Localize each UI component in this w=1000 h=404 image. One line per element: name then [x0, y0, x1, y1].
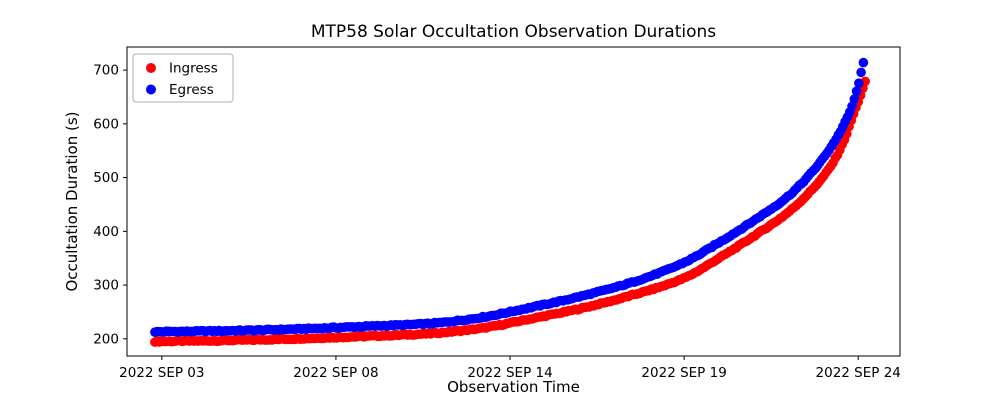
series-ingress	[150, 76, 870, 347]
data-point-egress	[856, 67, 866, 78]
y-tick-label: 300	[93, 278, 119, 294]
y-axis: 200 300 400 500 600 700	[93, 63, 127, 347]
series-egress	[150, 57, 869, 338]
data-point-egress	[858, 57, 869, 68]
x-tick-label: 2022 SEP 08	[293, 365, 378, 381]
data-point-egress	[854, 78, 864, 88]
x-tick-label: 2022 SEP 24	[816, 365, 901, 381]
chart-title: MTP58 Solar Occultation Observation Dura…	[311, 22, 716, 42]
x-axis: 2022 SEP 03 2022 SEP 08 2022 SEP 14 2022 SE…	[119, 356, 901, 381]
x-tick-label: 2022 SEP 19	[641, 365, 726, 381]
legend: Ingress Egress	[132, 53, 234, 103]
y-tick-label: 600	[93, 116, 119, 132]
plot-area	[126, 46, 901, 357]
data-point-egress	[847, 101, 857, 112]
legend-box	[132, 53, 234, 103]
legend-marker-egress	[146, 84, 156, 95]
y-tick-label: 500	[93, 170, 119, 186]
data-point-egress	[849, 94, 860, 104]
y-tick-label: 200	[93, 331, 119, 347]
legend-marker-ingress	[146, 63, 156, 73]
data-point-egress	[851, 86, 862, 96]
y-axis-label: Occultation Duration (s)	[63, 112, 81, 292]
x-tick-label: 2022 SEP 14	[467, 365, 552, 381]
legend-label-egress: Egress	[169, 82, 214, 98]
x-tick-label: 2022 SEP 03	[119, 365, 204, 381]
legend-label-ingress: Ingress	[169, 61, 218, 77]
y-tick-label: 700	[93, 63, 119, 79]
y-tick-label: 400	[93, 224, 119, 240]
x-axis-label: Observation Time	[447, 378, 580, 396]
